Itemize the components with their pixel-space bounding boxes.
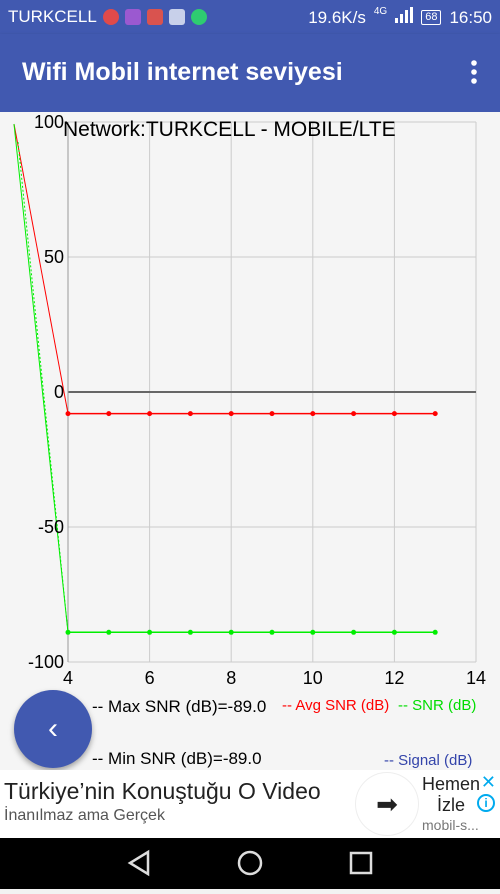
data-point [106,411,112,417]
ad-arrow-button[interactable]: ➡ [356,773,418,835]
data-point [187,411,193,417]
data-point [432,629,438,635]
clock: 16:50 [449,7,492,27]
data-point [310,411,316,417]
snr-chart: 100 50 0 -50 -100 4 6 8 10 12 14 Network:TURKCELL … [0,112,500,770]
data-point [269,411,275,417]
recents-icon[interactable] [349,851,373,875]
legend-signal: -- Signal (dB) [384,752,472,769]
app-bar: Wifi Mobil internet seviyesi [0,34,500,112]
chart-title: Network:TURKCELL - MOBILE/LTE [63,118,396,141]
app-notification-icon [168,9,185,25]
ad-domain: mobil-s... [422,817,479,833]
data-point [228,411,234,417]
y-tick-label: -100 [28,652,64,672]
battery-level: 68 [425,11,438,23]
home-icon[interactable] [237,850,263,876]
ad-info-icon[interactable]: i [477,794,495,812]
x-tick-label: 6 [145,668,155,688]
legend-snr: -- SNR (dB) [398,697,476,714]
back-fab-button[interactable]: ‹ [14,690,92,768]
data-point [391,629,397,635]
data-point [432,411,438,417]
status-bar: TURKCELL 19.6K/s 4G 68 16:50 [0,0,500,34]
ad-cta-line2: İzle [436,795,465,815]
legend-min-snr: -- Min SNR (dB)=-89.0 [92,749,262,768]
y-tick-label: -50 [38,517,64,537]
gallery-notification-icon [124,9,141,25]
legend-avg-snr: -- Avg SNR (dB) [282,697,389,714]
data-point [147,411,153,417]
series-lead-line [13,123,69,633]
data-point [351,411,357,417]
whatsapp-notification-icon [190,9,207,25]
chart-grid [67,121,477,663]
y-tick-label: 0 [54,382,64,402]
x-tick-label: 4 [63,668,73,688]
ad-close-icon[interactable]: ✕ [480,772,496,792]
ad-banner[interactable]: Türkiye’nin Konuştuğu O Video İnanılmaz … [0,770,500,838]
network-speed: 19.6K/s [308,7,366,27]
series-lead-line [13,123,69,414]
data-point [310,629,316,635]
data-point [106,629,112,635]
data-point [65,411,71,417]
data-point [228,629,234,635]
arrow-right-icon: ➡ [376,788,398,819]
x-tick-label: 14 [466,668,486,688]
ad-headline[interactable]: Türkiye’nin Konuştuğu O Video [4,778,321,804]
signal-icon [395,7,414,28]
data-point [351,629,357,635]
network-type: 4G [373,6,388,17]
back-icon[interactable] [127,849,150,877]
more-vert-icon[interactable] [468,59,480,87]
data-point [391,411,397,417]
y-tick-label: 50 [44,247,64,267]
chevron-left-icon: ‹ [48,712,58,745]
app-title: Wifi Mobil internet seviyesi [22,58,343,86]
ad-subtext[interactable]: İnanılmaz ama Gerçek [4,807,165,824]
y-tick-label: 100 [34,112,64,132]
data-point [65,629,71,635]
umbrella-notification-icon [102,9,119,25]
data-point [147,629,153,635]
x-tick-label: 10 [303,668,323,688]
battery-icon: 68 [421,10,442,25]
navigation-bar [0,838,500,889]
chart-series [13,123,438,635]
google-plus-notification-icon [146,9,163,25]
carrier-label: TURKCELL [8,7,97,26]
ad-cta-line1: Hemen [421,774,481,794]
ad-cta[interactable]: Hemen İzle [420,774,482,816]
data-point [187,629,193,635]
legend-max-snr: -- Max SNR (dB)=-89.0 [92,697,266,716]
x-tick-label: 12 [384,668,404,688]
data-point [269,629,275,635]
x-tick-label: 8 [226,668,236,688]
